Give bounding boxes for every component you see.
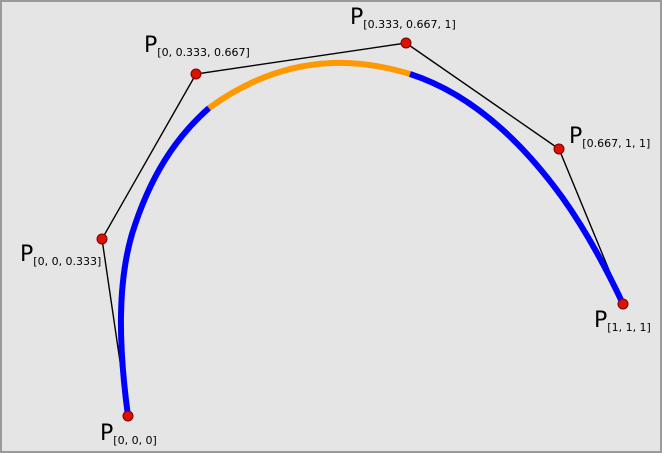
control-point-p4 bbox=[553, 143, 565, 155]
control-point-p3 bbox=[400, 37, 412, 49]
point-labels: P[0, 0, 0] P[0, 0, 0.333] P[0, 0.333, 0.… bbox=[20, 5, 651, 447]
curve-segment-1 bbox=[117, 105, 211, 417]
point-label-p3: P[0.333, 0.667, 1] bbox=[350, 5, 456, 31]
point-label-p2: P[0, 0.333, 0.667] bbox=[144, 33, 250, 59]
point-label-p5: P[1, 1, 1] bbox=[594, 308, 651, 334]
control-polygon bbox=[101, 42, 624, 417]
point-label-p4: P[0.667, 1, 1] bbox=[569, 124, 650, 150]
control-point-p0 bbox=[122, 410, 134, 422]
control-point-p5 bbox=[617, 298, 629, 310]
curve-segment-2 bbox=[207, 59, 411, 111]
point-label-p1: P[0, 0, 0.333] bbox=[20, 242, 101, 268]
curve-segment-3 bbox=[409, 71, 626, 306]
control-point-p2 bbox=[190, 68, 202, 80]
control-point-p1 bbox=[96, 233, 108, 245]
control-points bbox=[96, 37, 629, 422]
point-label-p0: P[0, 0, 0] bbox=[100, 421, 157, 447]
